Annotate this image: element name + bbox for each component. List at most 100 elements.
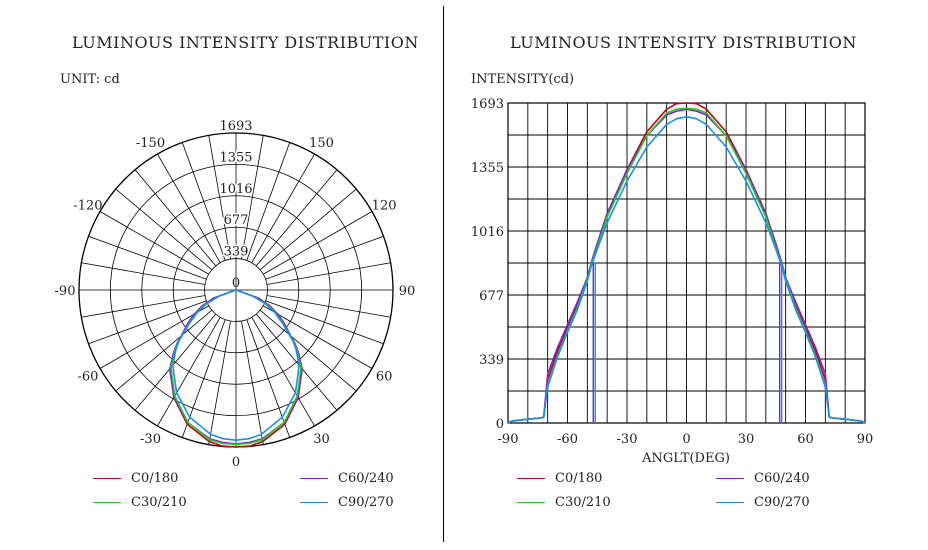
polar-spoke [99, 211, 209, 275]
polar-legend-item-c0: C0/180 [93, 471, 178, 486]
polar-angle-label: 90 [399, 284, 416, 299]
polar-spoke [265, 235, 384, 280]
polar-ring-label: 1016 [219, 182, 252, 197]
polar-spoke [265, 300, 384, 345]
polar-curves [169, 289, 304, 448]
polar-ring-label: 677 [224, 213, 249, 228]
legend-label: C30/210 [131, 495, 187, 510]
polar-spoke [157, 317, 221, 427]
polar-spoke [115, 188, 213, 271]
line-grid [507, 102, 866, 424]
polar-spoke [266, 262, 391, 285]
line-y-tick-label: 677 [479, 289, 504, 304]
polar-grid [78, 132, 394, 448]
line-x-axis-label: ANGLT(DEG) [641, 451, 730, 466]
polar-angle-label: -150 [136, 136, 165, 151]
polar-spoke [88, 235, 207, 280]
polar-angle-label: -60 [77, 370, 98, 385]
line-y-tick-label: 0 [496, 417, 504, 432]
legend-label: C0/180 [555, 471, 603, 486]
polar-spoke [81, 295, 206, 318]
line-x-tick-label: -90 [498, 432, 519, 447]
legend-swatch [517, 502, 545, 503]
polar-spoke [115, 309, 213, 392]
polar-spoke [88, 300, 207, 345]
polar-angle-label: 30 [313, 432, 330, 447]
legend-label: C30/210 [555, 495, 611, 510]
polar-spoke [181, 142, 226, 261]
polar-spoke [181, 319, 226, 438]
panel-divider [443, 6, 444, 542]
polar-legend-item-c90: C90/270 [300, 495, 394, 510]
polar-unit-label: UNIT: cd [60, 72, 120, 87]
polar-series-C90-270 [172, 289, 301, 442]
polar-legend-item-c30: C30/210 [93, 495, 187, 510]
line-legend-item-c60: C60/240 [716, 471, 810, 486]
polar-ring-label: 1693 [219, 119, 252, 134]
polar-ring-label: 339 [224, 245, 249, 260]
polar-spoke [263, 305, 373, 369]
legend-label: C90/270 [338, 495, 394, 510]
legend-swatch [93, 502, 121, 503]
legend-label: C0/180 [131, 471, 179, 486]
polar-spoke [208, 135, 231, 260]
legend-swatch [300, 478, 328, 479]
line-x-tick-label: 0 [682, 432, 690, 447]
line-x-tick-label: 90 [857, 432, 874, 447]
line-x-tick-label: 60 [797, 432, 814, 447]
polar-spoke [246, 142, 291, 261]
line-chart: -90 -60 -30 0 30 60 90 0 339 677 1016 1355 1693 ANGL… [471, 97, 873, 466]
polar-angle-label: -30 [140, 432, 161, 447]
polar-spoke [241, 135, 264, 260]
line-y-tick-label: 339 [479, 353, 504, 368]
line-series-C60-240 [507, 108, 866, 424]
line-x-tick-label: -30 [617, 432, 638, 447]
line-legend-item-c90: C90/270 [716, 495, 810, 510]
polar-spoke [81, 262, 206, 285]
polar-angle-label: -120 [73, 199, 102, 214]
polar-chart-title: LUMINOUS INTENSITY DISTRIBUTION [72, 33, 419, 52]
legend-swatch [517, 478, 545, 479]
polar-spoke [259, 188, 357, 271]
line-y-axis-label: INTENSITY(cd) [471, 72, 575, 87]
legend-label: C60/240 [754, 471, 810, 486]
polar-angle-label: 150 [309, 136, 334, 151]
line-series-C0-180 [507, 102, 866, 424]
polar-angle-label: -90 [55, 284, 76, 299]
polar-spoke [259, 309, 357, 392]
polar-spoke [251, 153, 315, 263]
line-y-tick-label: 1016 [471, 225, 504, 240]
polar-spoke [134, 313, 217, 411]
legend-swatch [716, 478, 744, 479]
polar-spoke [241, 320, 264, 445]
line-x-tick-label: -60 [557, 432, 578, 447]
line-tick-labels: -90 -60 -30 0 30 60 90 0 339 677 1016 1355 1693 [471, 97, 873, 447]
polar-spoke [251, 317, 315, 427]
polar-spoke [255, 313, 338, 411]
line-curves [507, 102, 866, 424]
polar-angle-label: 0 [232, 455, 240, 470]
polar-spoke [134, 169, 217, 267]
polar-spoke [255, 169, 338, 267]
legend-swatch [300, 502, 328, 503]
polar-spoke [266, 295, 391, 318]
legend-swatch [93, 478, 121, 479]
legend-label: C90/270 [754, 495, 810, 510]
polar-spoke [246, 319, 291, 438]
line-y-tick-label: 1693 [471, 97, 504, 112]
line-x-tick-label: 30 [738, 432, 755, 447]
line-y-tick-label: 1355 [471, 161, 504, 176]
polar-spoke [263, 211, 373, 275]
polar-angle-label: 60 [376, 370, 393, 385]
line-chart-title: LUMINOUS INTENSITY DISTRIBUTION [510, 33, 857, 52]
polar-ring-label: 0 [232, 276, 240, 291]
legend-swatch [716, 502, 744, 503]
polar-legend-item-c60: C60/240 [300, 471, 394, 486]
polar-spoke [99, 305, 209, 369]
line-legend-item-c0: C0/180 [517, 471, 602, 486]
polar-ring-labels: 0 339 677 1016 1355 1693 [218, 118, 254, 292]
line-legend-item-c30: C30/210 [517, 495, 611, 510]
line-series-C90-270 [507, 116, 866, 424]
polar-ring-label: 1355 [219, 150, 252, 165]
